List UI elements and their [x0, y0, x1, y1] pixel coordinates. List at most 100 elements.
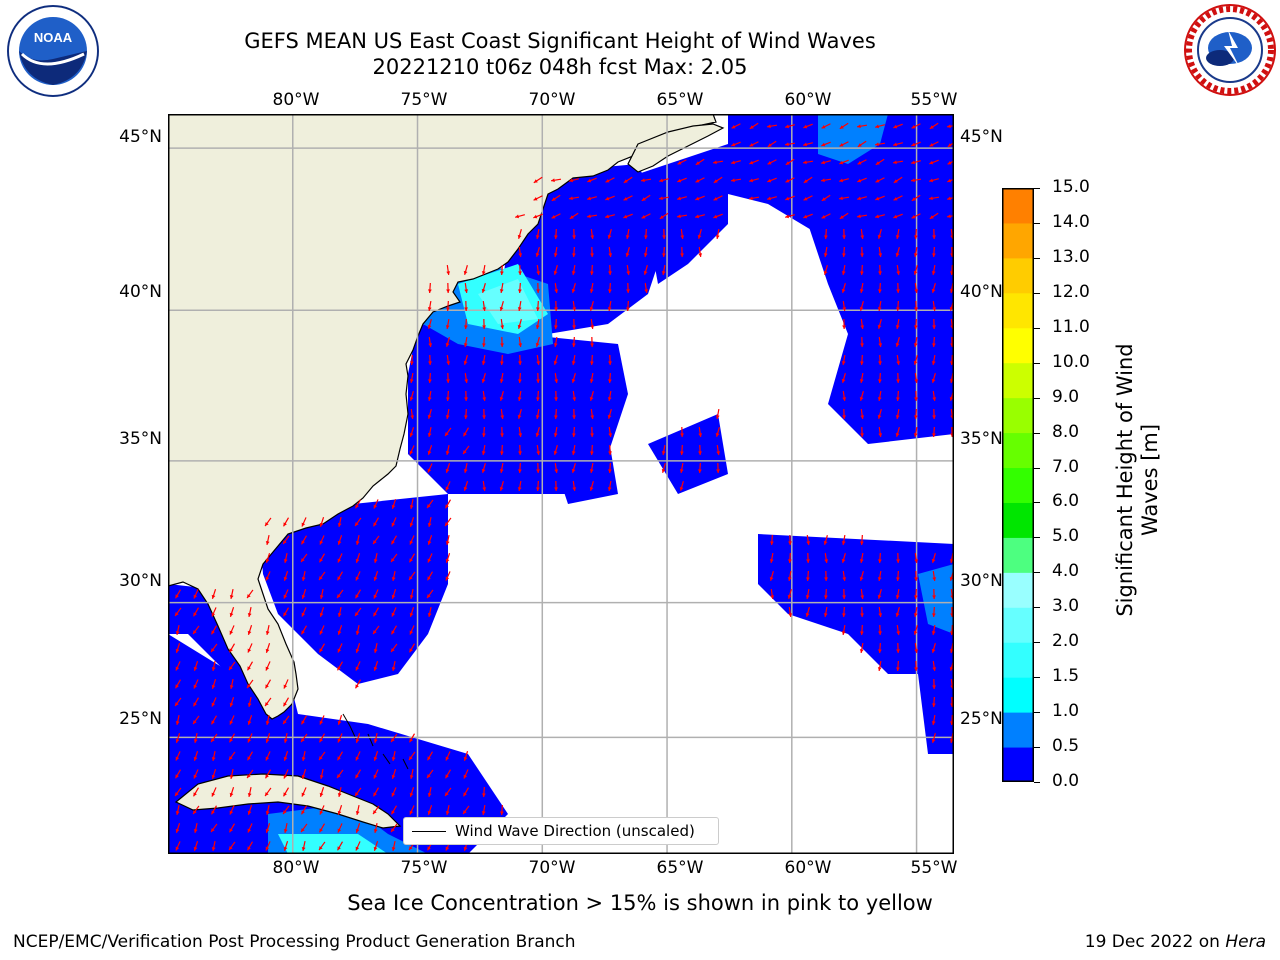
wave-direction-arrowhead	[787, 594, 792, 599]
colorbar-tick-mark	[1034, 537, 1040, 539]
wave-direction-arrowhead	[265, 721, 270, 725]
wave-direction-arrowhead	[409, 775, 414, 779]
wave-direction-arrowhead	[175, 756, 180, 761]
wave-direction-arrowhead	[878, 361, 882, 365]
wave-direction-arrowhead	[446, 271, 451, 275]
wave-direction-arrowhead	[301, 558, 305, 563]
colorbar-label-line1: Significant Height of Wind	[1113, 343, 1137, 617]
colorbar-segment	[1002, 327, 1034, 364]
wave-direction-arrowhead	[947, 196, 952, 201]
wave-direction-arrowhead	[877, 667, 882, 671]
wave-direction-arrowhead	[175, 774, 179, 779]
wave-direction-arrowhead	[698, 253, 703, 257]
wave-direction-arrowhead	[698, 451, 702, 455]
wave-direction-arrowhead	[247, 630, 252, 635]
wave-direction-arrowhead	[857, 143, 862, 147]
wave-direction-arrowhead	[337, 738, 342, 743]
wave-direction-arrowhead	[265, 846, 270, 851]
wave-direction-arrowhead	[535, 325, 540, 329]
wave-direction-arrowhead	[445, 342, 450, 347]
wave-direction-arrowhead	[193, 612, 197, 617]
wave-direction-arrowhead	[500, 433, 504, 437]
wave-direction-arrowhead	[445, 846, 450, 851]
wave-direction-arrowhead	[607, 469, 612, 473]
wave-direction-arrowhead	[677, 196, 682, 201]
wave-direction-arrowhead	[859, 576, 864, 581]
wave-direction-arrowhead	[535, 307, 540, 311]
wave-direction-arrowhead	[589, 469, 594, 473]
wave-direction-arrowhead	[427, 774, 431, 779]
wave-direction-arrowhead	[842, 307, 847, 311]
wave-direction-arrowhead	[554, 487, 558, 491]
wave-direction-arrowhead	[301, 828, 305, 833]
wave-direction-arrowhead	[283, 774, 288, 779]
wave-direction-arrowhead	[895, 612, 900, 617]
wave-direction-arrowhead	[319, 540, 324, 545]
wave-direction-arrowhead	[229, 828, 233, 833]
wave-direction-arrowhead	[518, 451, 522, 455]
wave-direction-arrowhead	[839, 196, 843, 201]
wave-direction-arrowhead	[536, 379, 540, 383]
wave-direction-arrowhead	[283, 540, 287, 545]
wave-direction-arrowhead	[875, 178, 880, 183]
wave-direction-arrowhead	[821, 142, 826, 147]
wave-direction-arrowhead	[536, 469, 540, 473]
wave-direction-arrowhead	[482, 307, 487, 311]
wave-direction-arrowhead	[823, 540, 828, 545]
colorbar-tick-mark	[1034, 712, 1040, 714]
wave-direction-arrowhead	[373, 504, 378, 509]
wave-direction-arrowhead	[623, 179, 628, 183]
wave-direction-arrowhead	[175, 702, 179, 707]
wave-direction-arrowhead	[785, 178, 790, 183]
wave-direction-arrowhead	[499, 451, 504, 455]
wave-direction-arrowhead	[913, 325, 918, 329]
wave-direction-arrowhead	[677, 160, 682, 165]
wave-direction-arrowhead	[769, 576, 774, 581]
wave-direction-arrowhead	[283, 846, 288, 851]
wave-direction-arrowhead	[535, 252, 540, 257]
colorbar-segment	[1002, 677, 1034, 713]
wave-direction-arrowhead	[571, 271, 576, 275]
wave-direction-arrowhead	[533, 196, 538, 201]
wave-direction-arrowhead	[337, 666, 341, 671]
wave-direction-arrowhead	[283, 756, 288, 761]
wave-direction-arrowhead	[715, 432, 720, 437]
wave-direction-arrowhead	[229, 792, 234, 797]
wave-height-region	[478, 279, 538, 324]
wave-direction-arrowhead	[247, 846, 251, 851]
wave-direction-arrowhead	[572, 397, 577, 401]
colorbar-segment	[1002, 642, 1034, 678]
wave-direction-arrowhead	[716, 469, 720, 473]
wave-direction-arrowhead	[731, 178, 735, 183]
colorbar-segment	[1002, 188, 1034, 224]
wave-direction-arrowhead	[805, 595, 810, 599]
wave-direction-arrowhead	[247, 828, 252, 833]
colorbar-tick-mark	[1034, 188, 1040, 189]
lon-label-bottom: 70°W	[528, 858, 576, 878]
wave-direction-arrowhead	[445, 397, 450, 401]
wave-direction-arrowhead	[913, 343, 918, 347]
wave-direction-arrowhead	[229, 612, 234, 617]
wave-direction-arrowhead	[877, 577, 882, 581]
wave-direction-arrowhead	[913, 253, 918, 257]
wave-direction-arrowhead	[229, 775, 234, 779]
lat-label-left: 30°N	[119, 571, 162, 591]
wave-direction-arrowhead	[914, 667, 918, 671]
wave-direction-arrowhead	[247, 774, 251, 779]
wave-direction-arrowhead	[625, 307, 630, 311]
wave-direction-arrowhead	[427, 414, 432, 419]
wave-direction-arrowhead	[626, 271, 631, 275]
wave-direction-arrowhead	[427, 397, 432, 401]
lon-label-top: 55°W	[910, 90, 958, 110]
wave-direction-arrowhead	[193, 739, 198, 743]
wave-direction-arrowhead	[749, 142, 754, 147]
wave-direction-arrowhead	[659, 215, 664, 219]
wave-direction-arrowhead	[211, 594, 216, 599]
wave-direction-arrowhead	[749, 196, 753, 201]
colorbar-label-line2: Waves [m]	[1138, 423, 1162, 537]
wave-direction-arrowhead	[895, 235, 900, 239]
wave-direction-arrowhead	[895, 252, 900, 257]
wave-direction-arrowhead	[878, 433, 883, 437]
wave-direction-arrowhead	[193, 702, 197, 707]
wave-direction-arrowhead	[391, 738, 395, 743]
